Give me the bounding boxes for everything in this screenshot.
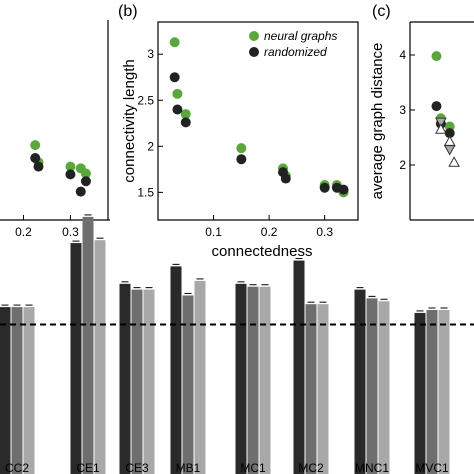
panel-b-point: [319, 182, 330, 193]
panel-c-point: [431, 51, 442, 62]
bar-category-label: MC1: [240, 461, 266, 474]
bar: [259, 286, 271, 474]
panel-a-point: [30, 153, 41, 164]
panel-c-y-tick-label: 4: [399, 48, 406, 62]
bar: [143, 289, 155, 474]
panel-b: (b) connectedness connectivity length 0.…: [118, 3, 359, 260]
bar-category-label: CC2: [5, 461, 29, 474]
panel-a-x-tick-label: 0.3: [62, 225, 79, 239]
legend-randomized-label: randomized: [264, 45, 327, 59]
panel-a-point: [75, 186, 86, 197]
panel-b-point: [180, 109, 191, 120]
panel-b-point: [172, 104, 183, 115]
bar: [131, 289, 143, 474]
panel-b-x-tick-label: 0.1: [205, 225, 222, 239]
panel-a-point: [80, 176, 91, 187]
panel-c-triangle-up: [435, 123, 447, 134]
panel-b-point: [280, 173, 291, 184]
bar: [414, 312, 426, 474]
bar-category-label: CE1: [76, 461, 100, 474]
panel-b-point: [180, 117, 191, 128]
panel-b-point: [236, 143, 247, 154]
bar: [11, 307, 23, 474]
panel-c-triangle-up: [443, 135, 456, 146]
panel-c: (c) average graph distance 0.1234: [369, 3, 474, 221]
panel-a-point: [65, 169, 76, 180]
panel-b-x-tick-label: 0.3: [316, 225, 333, 239]
panel-a-point: [80, 168, 91, 179]
panel-c-triangle-down: [435, 117, 447, 129]
panel-b-y-tick-label: 3: [147, 47, 154, 61]
panel-b-frame: [157, 21, 359, 221]
bar: [438, 310, 450, 474]
panel-b-x-tick-label: 0.2: [261, 225, 278, 239]
bar-category-label: MVC1: [415, 461, 449, 474]
panel-c-triangle-up: [448, 156, 460, 167]
bar: [426, 310, 438, 474]
panel-a-point: [65, 161, 76, 172]
bar: [182, 295, 194, 474]
panel-b-label: (b): [118, 3, 138, 20]
panel-c-y-tick-label: 3: [399, 103, 406, 117]
panel-b-point: [169, 72, 180, 83]
panel-c-point: [444, 128, 455, 139]
bar: [354, 289, 366, 474]
panel-c-label: (c): [372, 3, 391, 20]
panel-c-y-tick-label: 2: [399, 158, 406, 172]
panel-b-xlabel: connectedness: [212, 243, 313, 260]
bar-category-label: MNC1: [355, 461, 389, 474]
panel-a: 0.2 0.3: [0, 20, 110, 239]
bar: [119, 283, 131, 474]
panel-c-point: [431, 101, 442, 112]
panel-d: CC2 CE1 CE3 MB1 MC1 MC2 MNC1 MVC1: [0, 214, 474, 474]
panel-b-y-tick-label: 2: [147, 139, 154, 153]
panel-b-point: [172, 88, 183, 99]
panel-b-ylabel: connectivity length: [121, 59, 138, 182]
bar: [235, 283, 247, 474]
bar: [70, 243, 82, 474]
bar: [293, 260, 305, 474]
panel-b-y-tick-label: 1.5: [137, 185, 154, 199]
panel-b-point: [169, 37, 180, 48]
bar: [170, 266, 182, 474]
panel-b-point: [236, 154, 247, 165]
bar: [194, 280, 206, 474]
legend-randomized-marker: [249, 47, 259, 57]
bar: [23, 307, 35, 474]
bar: [247, 286, 259, 474]
panel-b-legend: neural graphs randomized: [237, 26, 355, 62]
bar: [366, 298, 378, 474]
panel-a-point: [30, 140, 41, 151]
panel-a-x-tick-label: 0.2: [15, 225, 32, 239]
bar-category-label: CE3: [125, 461, 149, 474]
legend-neural-label: neural graphs: [264, 29, 337, 43]
bar-category-label: MB1: [176, 461, 201, 474]
bar: [317, 304, 329, 474]
panel-b-point: [338, 184, 349, 195]
panel-c-ylabel: average graph distance: [369, 43, 386, 200]
bar: [305, 304, 317, 474]
bar: [82, 216, 94, 474]
bar: [94, 240, 106, 474]
panel-b-y-tick-label: 2.5: [137, 93, 154, 107]
panel-a-point: [33, 161, 44, 172]
panel-c-triangle-down: [443, 145, 456, 156]
bar: [0, 307, 11, 474]
legend-neural-marker: [249, 31, 259, 41]
bar: [378, 301, 390, 474]
bar-category-label: MC2: [298, 461, 324, 474]
